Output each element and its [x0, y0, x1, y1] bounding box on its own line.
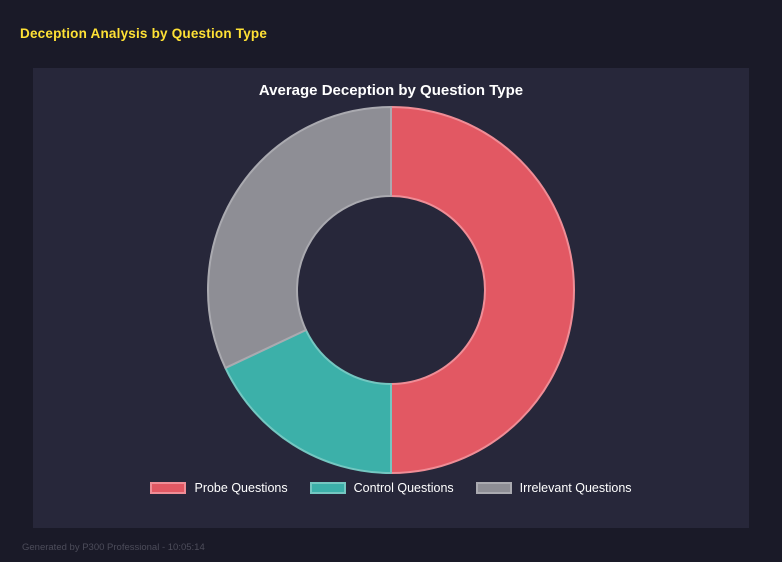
legend-label: Probe Questions — [194, 481, 288, 495]
legend-swatch — [150, 482, 187, 494]
legend-swatch — [475, 482, 512, 494]
legend-label: Irrelevant Questions — [519, 481, 632, 495]
page-title: Deception Analysis by Question Type — [20, 26, 268, 41]
legend-item-irrelevant-questions[interactable]: Irrelevant Questions — [475, 481, 632, 495]
chart-legend: Probe Questions Control Questions Irreleva… — [33, 481, 749, 495]
legend-swatch — [309, 482, 346, 494]
legend-label: Control Questions — [353, 481, 454, 495]
legend-item-probe-questions[interactable]: Probe Questions — [150, 481, 288, 495]
donut-slice-probe-questions — [390, 106, 575, 474]
footer-text: Generated by P300 Professional - 10:05:1… — [22, 542, 205, 553]
donut-slice-irrelevant-questions — [207, 106, 392, 369]
chart-card: Average Deception by Question Type Probe… — [33, 68, 749, 528]
chart-title: Average Deception by Question Type — [258, 82, 524, 99]
donut-chart — [207, 106, 575, 474]
legend-item-control-questions[interactable]: Control Questions — [309, 481, 454, 495]
donut-slice-control-questions — [224, 329, 392, 474]
